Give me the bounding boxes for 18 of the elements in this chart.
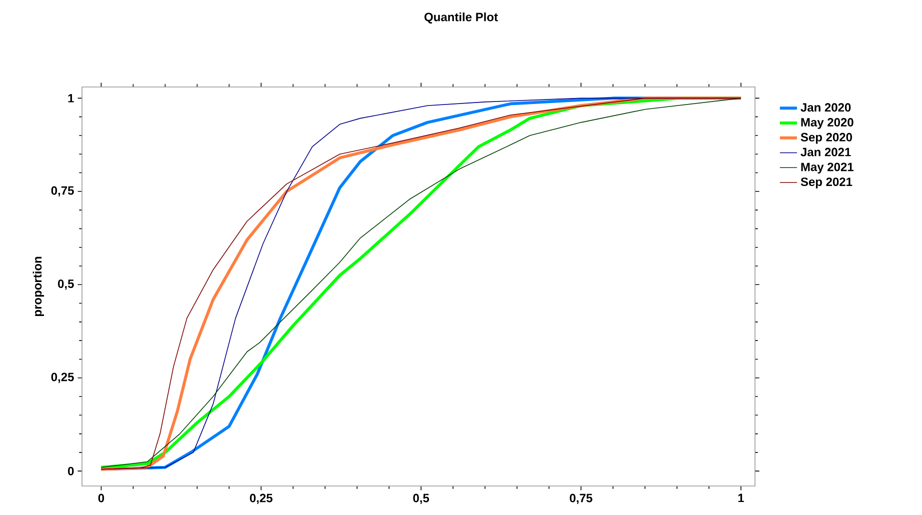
legend-label: Jan 2021: [800, 148, 851, 156]
y-tick-label: 0,75: [51, 186, 74, 197]
legend-label: Jan 2020: [800, 103, 851, 112]
x-tick-label: 0,5: [413, 494, 430, 504]
y-tick-label: 0,25: [51, 372, 74, 383]
y-tick-label: 0,5: [58, 280, 74, 290]
legend-label: Sep 2020: [800, 132, 852, 144]
x-tick-label: 0,25: [250, 494, 272, 504]
x-tick-label: 1: [738, 494, 744, 502]
x-tick-label: 0,75: [570, 494, 592, 504]
y-tick-label: 0: [68, 466, 74, 476]
x-tick-label: 0: [98, 494, 104, 502]
y-axis-title: proportion: [32, 256, 44, 316]
legend-label: Sep 2021: [800, 178, 852, 188]
legend-label: May 2020: [801, 118, 854, 129]
chart-title: Quantile Plot: [424, 12, 498, 24]
legend-label: May 2021: [801, 162, 854, 174]
y-tick-label: 1: [68, 94, 74, 102]
